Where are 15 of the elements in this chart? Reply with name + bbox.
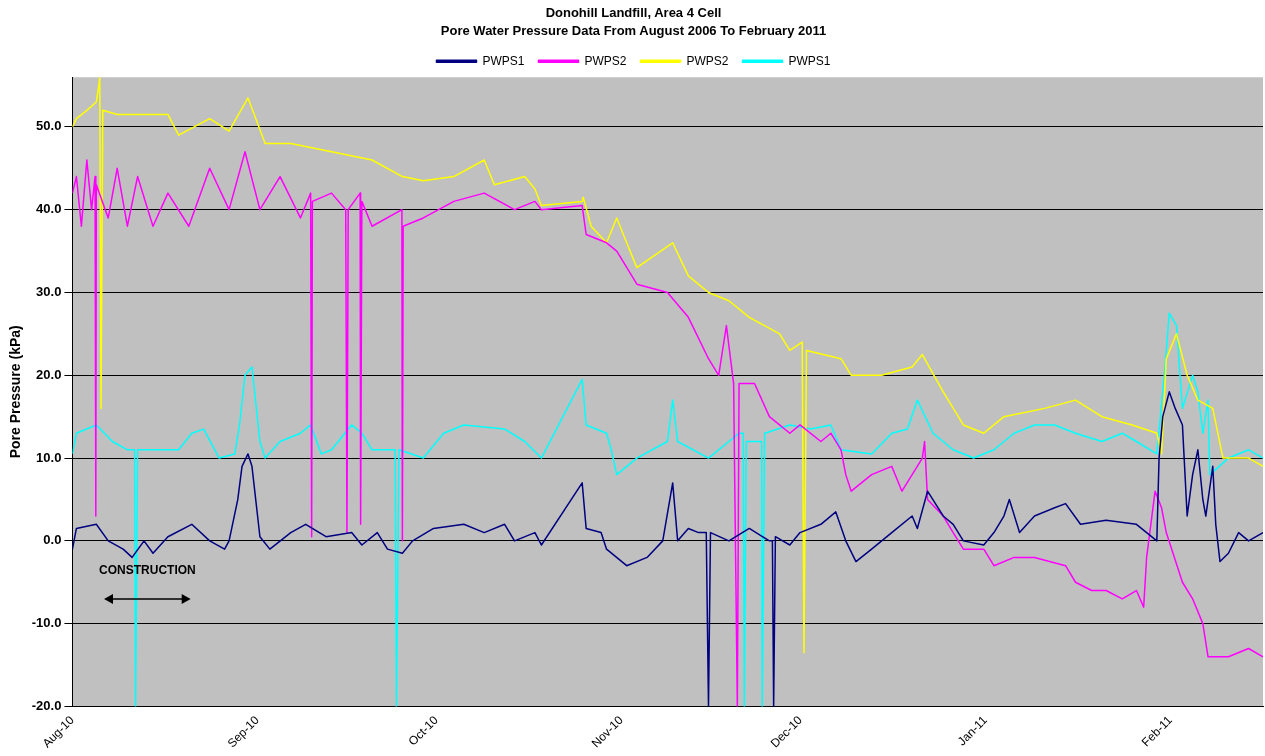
legend-label: PWPS2 <box>686 53 729 68</box>
y-axis-title: Pore Pressure (kPa) <box>7 325 24 459</box>
y-tick-label: -20.0 <box>31 698 62 714</box>
y-tick-label: 50.0 <box>36 118 62 134</box>
y-tick-label: 10.0 <box>36 449 62 465</box>
legend-label: PWPS1 <box>482 53 525 68</box>
y-tick-label: 30.0 <box>36 284 62 300</box>
y-tick-label: 40.0 <box>36 201 62 217</box>
chart-subtitle: Pore Water Pressure Data From August 2006 To February 2011 <box>440 22 827 38</box>
y-tick-label: 20.0 <box>36 366 62 382</box>
legend-label: PWPS1 <box>788 53 831 68</box>
legend-label: PWPS2 <box>584 53 627 68</box>
y-tick-label: 0.0 <box>43 532 62 548</box>
chart-title: Donohill Landfill, Area 4 Cell <box>545 5 722 21</box>
y-tick-label: -10.0 <box>31 615 62 631</box>
